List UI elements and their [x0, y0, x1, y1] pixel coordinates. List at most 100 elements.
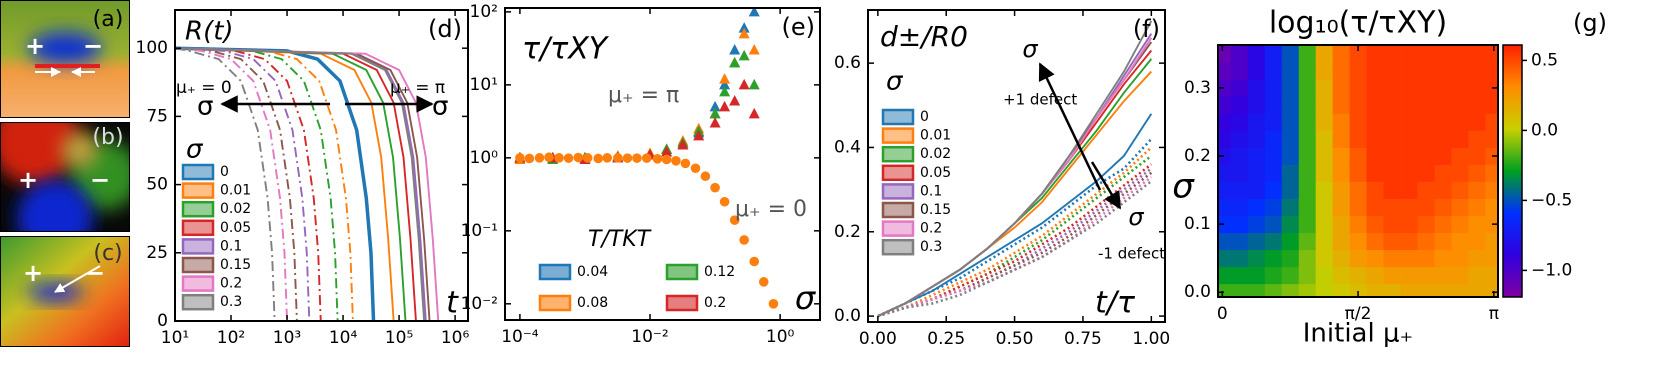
heatmap-cell	[1247, 164, 1266, 182]
heatmap-cell	[1298, 266, 1317, 285]
heatmap-cell	[1434, 113, 1452, 131]
heatmap-cell	[1485, 266, 1498, 285]
heatmap-cell	[1451, 198, 1469, 217]
marker	[738, 78, 750, 90]
heatmap-cell	[1264, 249, 1283, 268]
heatmap-cell	[1298, 215, 1317, 234]
legend-label: 0.01	[220, 183, 251, 199]
heatmap-cell	[1332, 232, 1350, 251]
heatmap-cell	[1349, 266, 1367, 285]
data-line	[175, 47, 276, 321]
axes-frame	[174, 9, 469, 322]
heatmap-cell	[1434, 232, 1452, 251]
heatmap-cell	[1383, 266, 1401, 285]
heatmap-cell	[1451, 232, 1469, 251]
heatmap-cell	[1281, 45, 1300, 63]
heatmap-cell	[1247, 113, 1266, 131]
heatmap-cell	[1315, 130, 1333, 148]
marker	[613, 153, 623, 163]
heatmap-cell	[1451, 283, 1469, 297]
heatmap-cell	[1332, 181, 1350, 199]
marker	[748, 8, 760, 17]
heatmap-cell	[1383, 181, 1401, 199]
heatmap-cell	[1383, 79, 1401, 97]
heatmap-cell	[1218, 164, 1232, 182]
heatmap-cell	[1434, 198, 1452, 217]
legend-label: 0	[220, 164, 229, 180]
heatmap-cell	[1383, 62, 1401, 80]
marker	[710, 182, 720, 193]
panel-label: (b)	[92, 125, 123, 150]
image-c	[0, 236, 130, 347]
heatmap-cell	[1315, 215, 1333, 234]
heatmap-cell	[1451, 147, 1469, 165]
heatmap-cell	[1417, 232, 1435, 251]
heatmap-cell	[1218, 130, 1232, 148]
heatmap-cell	[1281, 232, 1300, 251]
heatmap-cell	[1485, 113, 1498, 131]
marker	[602, 153, 613, 163]
data-line	[175, 47, 298, 321]
heatmap-cell	[1349, 283, 1367, 297]
heatmap-cell	[1247, 283, 1266, 297]
heatmap-cell	[1315, 198, 1333, 217]
panel-label: (g)	[1573, 9, 1607, 37]
marker	[719, 73, 731, 84]
heatmap-cell	[1417, 45, 1435, 63]
marker	[593, 153, 604, 164]
colorbar-tick-label: −1.0	[1531, 260, 1572, 280]
heatmap-cell	[1366, 215, 1384, 234]
legend-label: 0.1	[220, 238, 242, 254]
heatmap-cell	[1230, 198, 1249, 217]
marker	[563, 153, 574, 163]
heatmap-cell	[1485, 147, 1498, 165]
heatmap-cell	[1315, 232, 1333, 251]
heatmap-cell	[1366, 130, 1384, 148]
heatmap-cell	[1383, 249, 1401, 268]
marker	[652, 154, 663, 164]
heatmap-cell	[1417, 79, 1435, 97]
x-tick-label: 10⁻²	[631, 327, 668, 347]
heatmap-cell	[1218, 266, 1232, 285]
y-label: σ	[1172, 167, 1195, 207]
legend-swatch	[181, 293, 215, 311]
x-tick-label: 10⁵	[385, 328, 413, 348]
heatmap-cell	[1400, 198, 1418, 217]
heatmap-cell	[1281, 249, 1300, 268]
heatmap-cell	[1434, 283, 1452, 297]
heatmap-cell	[1281, 283, 1300, 297]
x-tick-label: π	[1489, 304, 1499, 324]
marker	[515, 153, 525, 163]
heatmap-cell	[1400, 215, 1418, 234]
marker	[632, 153, 642, 163]
heatmap-cell	[1451, 62, 1469, 80]
data-line	[877, 180, 1153, 318]
marker	[671, 156, 681, 166]
legend-swatch	[181, 200, 215, 218]
panel-label: (e)	[782, 13, 816, 41]
x-tick-label: π/2	[1345, 304, 1372, 324]
y-tick-label: 0.2	[834, 222, 861, 242]
heatmap-cell	[1485, 215, 1498, 234]
heatmap-cell	[1434, 62, 1452, 80]
y-tick-label: 10⁻²	[461, 294, 498, 314]
marker	[680, 158, 691, 169]
title: τ/τXY	[522, 32, 610, 67]
heatmap-cell	[1349, 249, 1367, 268]
heatmap-cell	[1451, 181, 1469, 199]
heatmap-cell	[1468, 198, 1486, 217]
heatmap-cell	[1485, 232, 1498, 251]
heatmap-cell	[1434, 181, 1452, 199]
heatmap-cell	[1400, 249, 1418, 268]
heatmap-cell	[1332, 249, 1350, 268]
heatmap-cell	[1247, 96, 1266, 114]
legend-swatch	[665, 263, 699, 281]
heatmap-cell	[1230, 79, 1249, 97]
heatmap-cell	[1230, 181, 1249, 199]
heatmap-cell	[1218, 79, 1232, 97]
heatmap-cell	[1315, 62, 1333, 80]
heatmap-cell	[1366, 96, 1384, 114]
legend-label: 0.2	[220, 276, 242, 292]
x-tick-label: 1.00	[1132, 329, 1170, 349]
heatmap-cell	[1451, 130, 1469, 148]
